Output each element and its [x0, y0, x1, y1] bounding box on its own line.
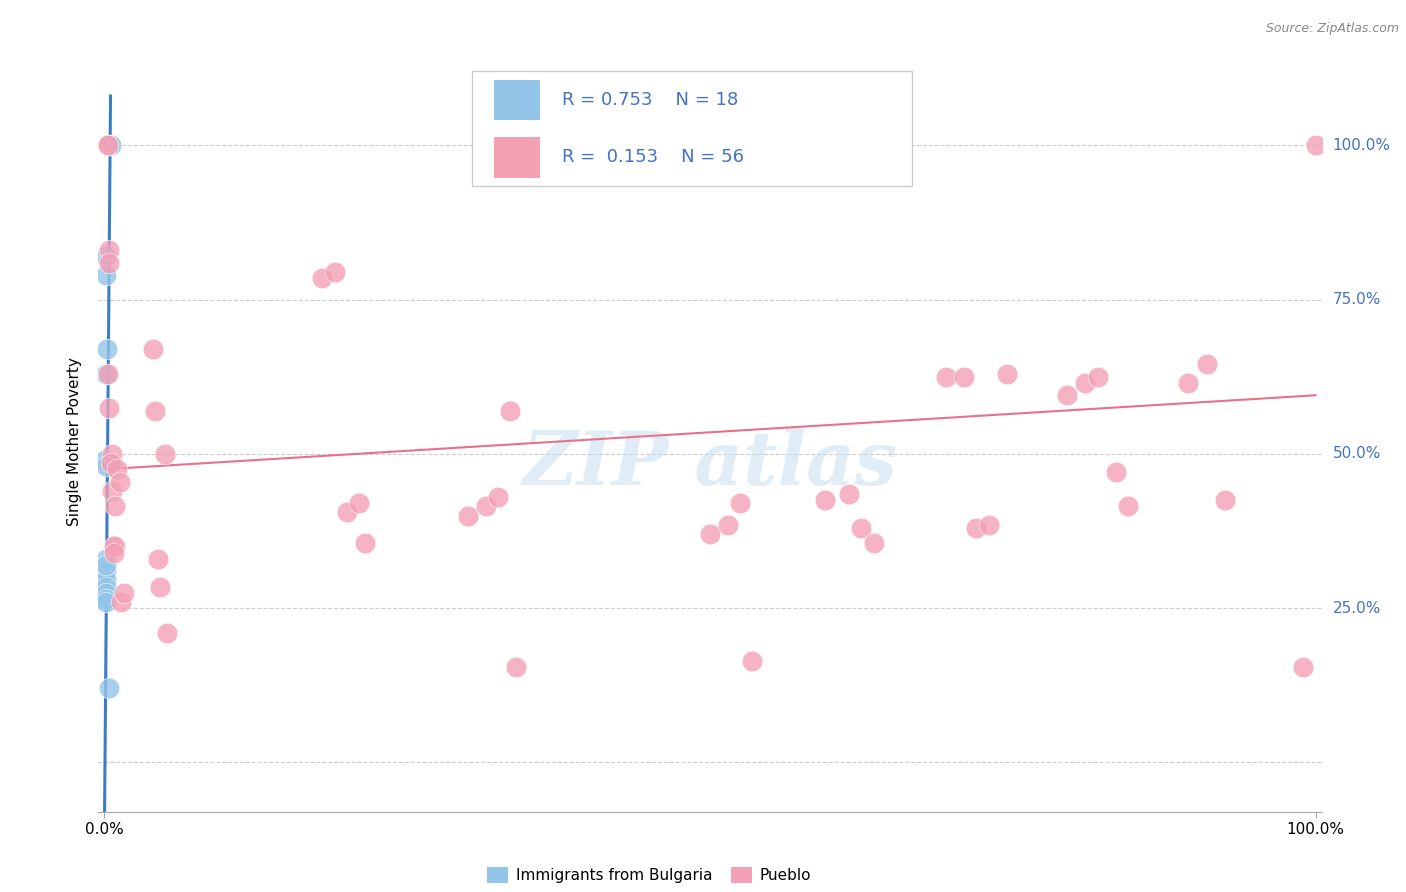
Point [149, 580, 172, 594]
Point [153, 447, 176, 461]
Point [100, 483, 122, 498]
Point [730, 496, 752, 510]
FancyBboxPatch shape [494, 79, 540, 120]
Point [100, 447, 122, 461]
Point [94, 268, 117, 282]
Point [1213, 493, 1236, 508]
Point [100, 456, 122, 470]
Point [110, 475, 132, 489]
Point [1116, 500, 1139, 514]
Point [862, 536, 884, 550]
Point [457, 508, 479, 523]
Point [966, 521, 988, 535]
Text: 100.0%: 100.0% [1333, 138, 1391, 153]
Point [741, 654, 763, 668]
Point [94, 367, 117, 381]
Text: R =  0.153    N = 56: R = 0.153 N = 56 [562, 148, 744, 167]
Point [1074, 376, 1097, 390]
Point [94, 585, 117, 599]
Point [103, 540, 125, 554]
Point [98, 255, 121, 269]
Point [96, 342, 118, 356]
Point [94, 558, 117, 572]
Point [977, 517, 1000, 532]
Text: 75.0%: 75.0% [1333, 293, 1381, 307]
Point [94, 595, 117, 609]
Y-axis label: Single Mother Poverty: Single Mother Poverty [67, 357, 83, 526]
Point [98, 244, 121, 258]
Point [97, 138, 120, 153]
Point [935, 369, 957, 384]
Legend: Immigrants from Bulgaria, Pueblo: Immigrants from Bulgaria, Pueblo [481, 861, 817, 889]
Point [94, 250, 117, 264]
FancyBboxPatch shape [494, 137, 540, 178]
Point [94, 574, 117, 588]
Point [354, 536, 377, 550]
Text: R = 0.753    N = 18: R = 0.753 N = 18 [562, 91, 738, 109]
Point [94, 591, 117, 606]
Point [851, 521, 873, 535]
Point [311, 271, 333, 285]
Point [1056, 388, 1078, 402]
Point [97, 367, 120, 381]
Point [97, 138, 120, 153]
Text: 50.0%: 50.0% [1333, 446, 1381, 461]
Point [1177, 376, 1199, 390]
Point [323, 265, 346, 279]
Point [486, 490, 509, 504]
Point [953, 369, 976, 384]
Point [142, 342, 165, 356]
Point [1305, 138, 1327, 153]
Point [104, 540, 127, 554]
Point [1195, 358, 1218, 372]
Point [98, 138, 121, 153]
Point [100, 138, 122, 153]
Point [499, 403, 522, 417]
Point [995, 367, 1018, 381]
Point [699, 527, 721, 541]
Point [156, 625, 179, 640]
Point [105, 462, 128, 476]
Point [1292, 659, 1315, 673]
Point [505, 659, 527, 673]
Point [94, 551, 117, 566]
Point [838, 487, 860, 501]
Point [475, 500, 498, 514]
Text: Source: ZipAtlas.com: Source: ZipAtlas.com [1265, 22, 1399, 36]
Point [814, 493, 837, 508]
Point [717, 517, 740, 532]
Point [98, 138, 121, 153]
Point [1105, 466, 1128, 480]
Point [104, 500, 127, 514]
FancyBboxPatch shape [471, 71, 912, 186]
Point [94, 564, 117, 578]
Point [103, 545, 125, 560]
Point [94, 580, 117, 594]
Point [98, 401, 121, 415]
Text: ZIP atlas: ZIP atlas [523, 427, 897, 500]
Point [94, 453, 117, 467]
Point [110, 595, 132, 609]
Point [336, 506, 359, 520]
Point [347, 496, 370, 510]
Text: 25.0%: 25.0% [1333, 600, 1381, 615]
Point [98, 681, 121, 696]
Point [94, 459, 117, 474]
Point [146, 551, 169, 566]
Point [1087, 369, 1109, 384]
Point [112, 585, 135, 599]
Point [143, 403, 166, 417]
